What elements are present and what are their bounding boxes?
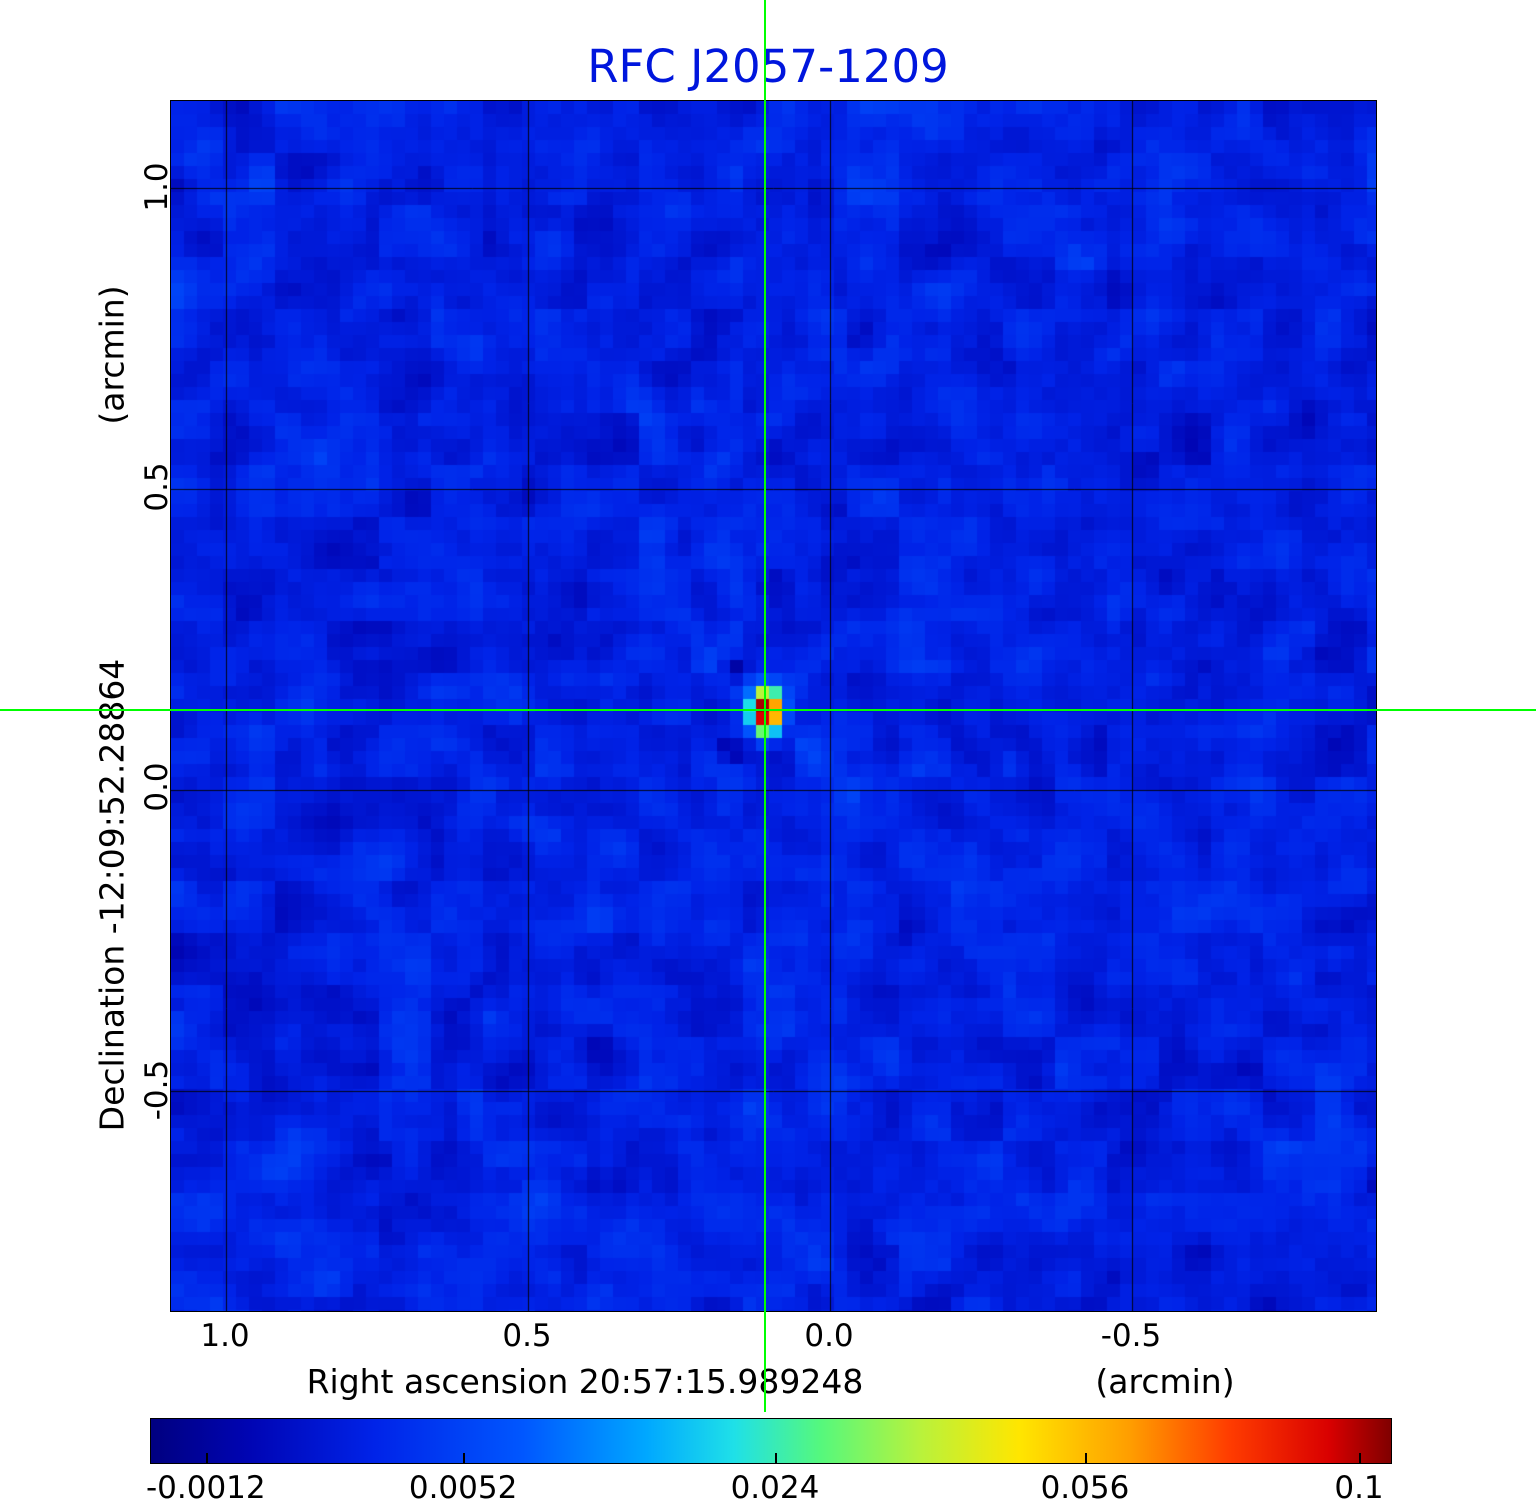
colorbar-tick — [1084, 1453, 1087, 1463]
x-tick-label--0.5: -0.5 — [1100, 1318, 1162, 1354]
x-tick-label-0.5: 0.5 — [502, 1318, 552, 1354]
colorbar-tick — [205, 1453, 208, 1463]
y-tick-label-1.0: 1.0 — [139, 162, 175, 212]
crosshair-vertical-line — [764, 0, 766, 1412]
x-tick-label-1.0: 1.0 — [200, 1318, 250, 1354]
y-axis-unit-label: (arcmin) — [92, 285, 132, 425]
x-axis-unit-label: (arcmin) — [1095, 1362, 1235, 1401]
crosshair-horizontal-line — [0, 709, 1536, 711]
colorbar-label-1: 0.0052 — [408, 1470, 518, 1506]
colorbar — [150, 1418, 1392, 1464]
colorbar-label-4: 0.1 — [1334, 1470, 1384, 1506]
y-axis-label: Declination -12:09:52.28864 — [92, 658, 132, 1132]
x-tick-label-0.0: 0.0 — [804, 1318, 854, 1354]
colorbar-label-3: 0.056 — [1040, 1470, 1130, 1506]
colorbar-tick — [1359, 1453, 1361, 1463]
colorbar-label-0: -0.0012 — [145, 1470, 266, 1506]
y-tick-label-0.5: 0.5 — [139, 462, 175, 512]
x-axis-label: Right ascension 20:57:15.989248 — [306, 1362, 864, 1401]
colorbar-label-2: 0.024 — [730, 1470, 820, 1506]
heatmap-canvas — [171, 101, 1376, 1311]
figure-title: RFC J2057-1209 — [587, 40, 949, 93]
colorbar-tick — [463, 1453, 466, 1463]
colorbar-tick — [774, 1453, 777, 1463]
plot-area — [170, 100, 1377, 1312]
y-tick-label--0.5: -0.5 — [139, 1059, 175, 1121]
y-tick-label-0.0: 0.0 — [139, 762, 175, 812]
